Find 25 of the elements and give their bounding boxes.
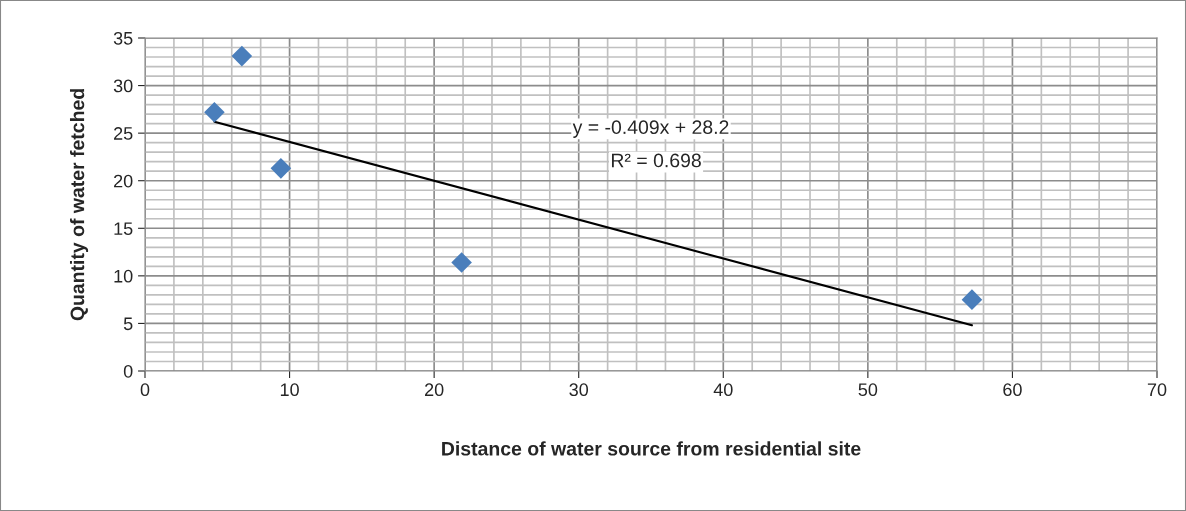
x-axis-title: Distance of water source from residential site bbox=[442, 441, 861, 456]
y-tick-label: 5 bbox=[123, 317, 133, 331]
y-tick-label: 35 bbox=[113, 31, 133, 45]
point bbox=[451, 252, 472, 273]
point bbox=[270, 158, 292, 179]
x-tick-label: 50 bbox=[858, 383, 878, 397]
y-tick-label: 30 bbox=[113, 79, 133, 93]
y-tick-label: 0 bbox=[123, 364, 133, 378]
x-tick-label: 10 bbox=[280, 383, 299, 397]
x-tick-label: 40 bbox=[713, 383, 733, 397]
point bbox=[204, 101, 225, 123]
y-tick-label: 15 bbox=[114, 222, 133, 236]
annotation: y = -0.409x + 28.2 bbox=[572, 120, 729, 138]
point bbox=[961, 289, 983, 310]
y-axis-title: Quantity of water fetched bbox=[69, 89, 89, 321]
x-tick-label: 0 bbox=[140, 383, 150, 397]
y-tick-label: 20 bbox=[114, 174, 133, 188]
x-tick-label: 60 bbox=[1003, 383, 1022, 397]
x-tick-label: 70 bbox=[1147, 383, 1167, 397]
annotation: R² = 0.698 bbox=[611, 153, 701, 168]
x-tick-label: 20 bbox=[425, 383, 444, 397]
y-tick-label: 10 bbox=[114, 269, 133, 283]
y-tick-label: 25 bbox=[114, 127, 133, 140]
x-tick-label: 30 bbox=[569, 383, 589, 397]
point bbox=[231, 45, 253, 67]
